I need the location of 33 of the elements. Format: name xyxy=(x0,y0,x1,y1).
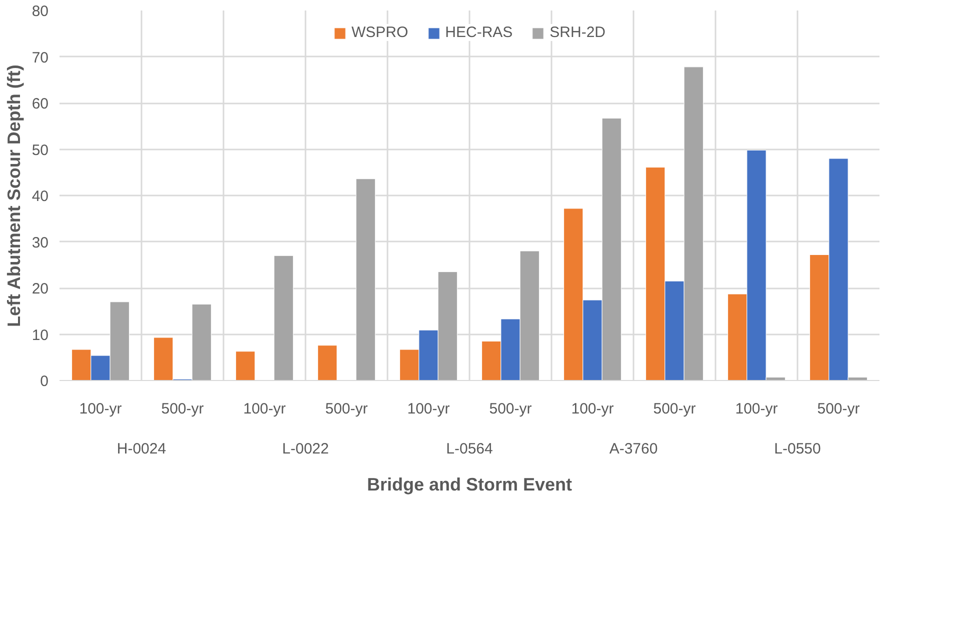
y-tick-label: 40 xyxy=(32,188,49,205)
legend-label: WSPRO xyxy=(351,24,408,41)
legend-label: SRH-2D xyxy=(550,24,606,41)
y-tick-label: 70 xyxy=(32,49,49,66)
x-axis-title: Bridge and Storm Event xyxy=(366,474,572,494)
y-axis-title: Left Abutment Scour Depth (ft) xyxy=(4,64,24,327)
x-tick-label: 500-yr xyxy=(489,400,532,418)
text: A-3760 xyxy=(609,440,658,458)
bar xyxy=(274,255,294,380)
text: L-0564 xyxy=(446,440,493,458)
y-tick-label: 80 xyxy=(32,3,49,20)
legend-label: HEC-RAS xyxy=(445,24,513,41)
y-tick-label: 0 xyxy=(40,373,48,390)
text: H-0024 xyxy=(116,440,166,458)
bar xyxy=(318,345,338,380)
x-tick-label: 500-yr xyxy=(817,400,860,418)
x-tick-label: 100-yr xyxy=(79,400,122,418)
bar xyxy=(236,351,256,380)
bar xyxy=(356,178,376,380)
x-tick-label: 100-yr xyxy=(243,400,286,418)
x-tick-label: 500-yr xyxy=(161,400,204,418)
y-tick-label: 20 xyxy=(32,280,49,298)
y-tick-label: 30 xyxy=(32,234,49,252)
x-tick-label: 100-yr xyxy=(735,400,778,418)
x-tick-label: 100-yr xyxy=(407,400,450,418)
y-tick-label: 50 xyxy=(32,142,49,159)
x-tick-label: 500-yr xyxy=(653,400,696,418)
x-tick-label: 500-yr xyxy=(325,400,368,418)
y-tick-label: 60 xyxy=(32,96,49,112)
text: L-0550 xyxy=(774,440,821,458)
y-tick-label: 10 xyxy=(32,326,49,344)
text: L-0022 xyxy=(282,440,329,458)
x-tick-label: 100-yr xyxy=(571,400,614,418)
